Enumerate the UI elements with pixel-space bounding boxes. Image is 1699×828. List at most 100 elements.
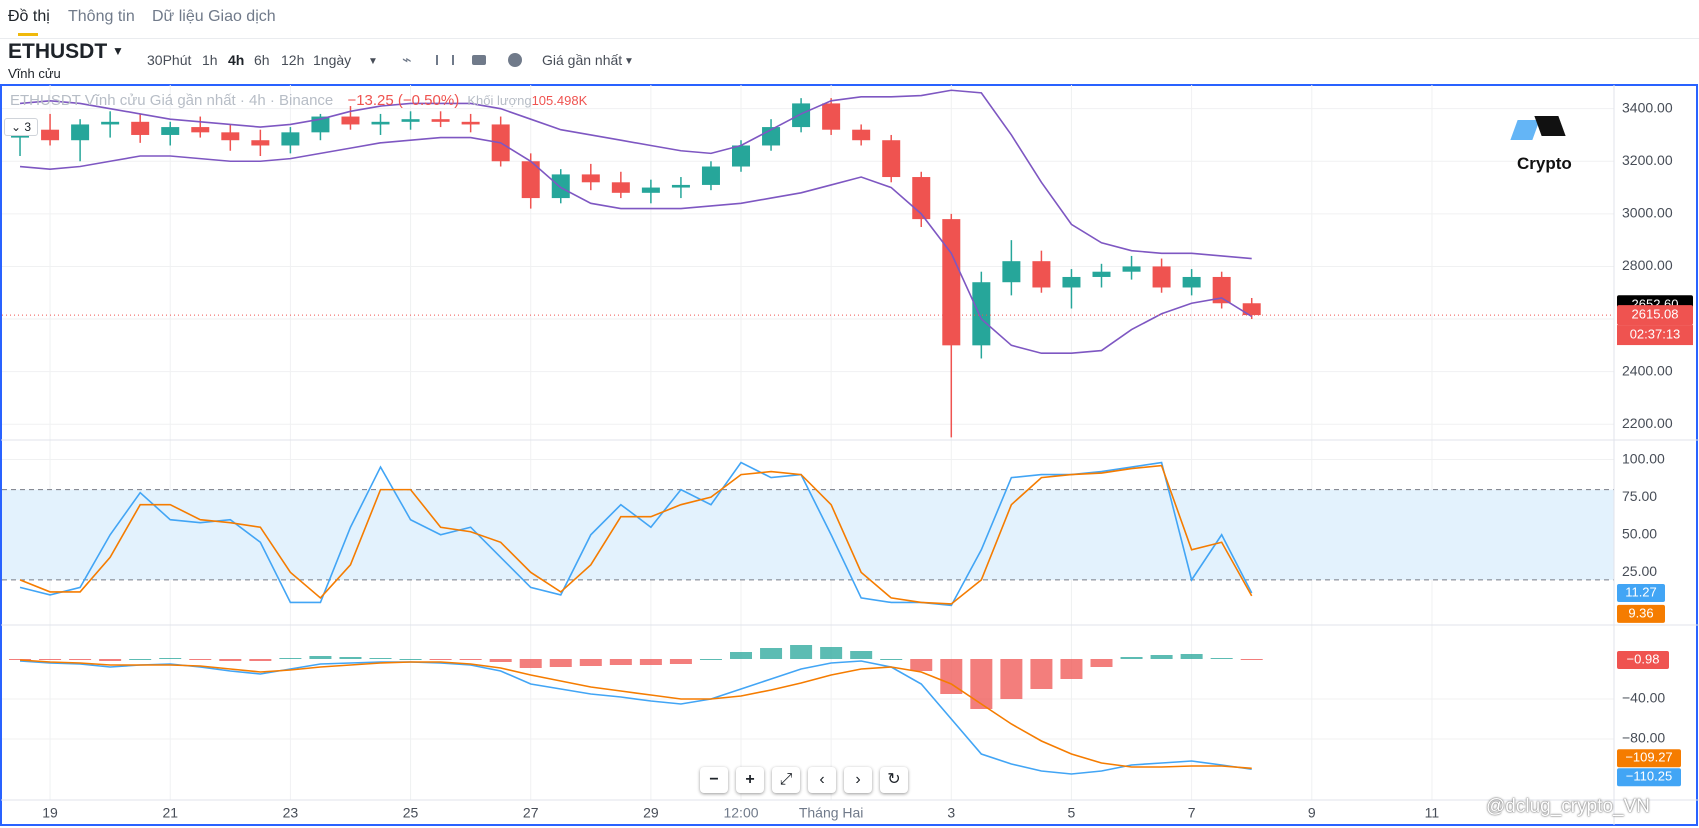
candle-body bbox=[912, 177, 931, 220]
histogram-bar bbox=[669, 659, 692, 664]
legend-change: −13.25 (−0.50%) bbox=[347, 92, 460, 109]
logo-icon bbox=[1510, 116, 1566, 146]
legend-volume: 105.498K bbox=[531, 93, 588, 108]
x-tick-label: 23 bbox=[283, 805, 299, 821]
x-tick-label: 27 bbox=[523, 805, 539, 821]
histogram-bar bbox=[1060, 659, 1083, 679]
histogram-bar bbox=[279, 658, 302, 659]
candle-body bbox=[1152, 266, 1171, 288]
candle-body bbox=[641, 187, 660, 193]
histogram-bar bbox=[1090, 659, 1113, 667]
histogram-bar bbox=[189, 659, 212, 660]
histogram-bar bbox=[760, 648, 783, 659]
candle-body bbox=[822, 103, 841, 130]
histogram-bar bbox=[1210, 658, 1233, 659]
histogram-bar bbox=[1030, 659, 1053, 689]
value-tag-label: 11.27 bbox=[1625, 584, 1657, 599]
y-tick-label: 3400.00 bbox=[1622, 99, 1673, 115]
price-type[interactable]: Giá gần nhất bbox=[542, 52, 623, 68]
interval[interactable]: 4h bbox=[228, 52, 245, 68]
divider bbox=[0, 38, 1699, 39]
band-fill bbox=[2, 489, 1614, 580]
candle-body bbox=[401, 119, 420, 122]
macd-line bbox=[19, 659, 1252, 770]
toolbar-icon[interactable]: ⌁ bbox=[402, 52, 412, 69]
zoom-out[interactable]: − bbox=[700, 767, 728, 793]
indicator-count: 3 bbox=[24, 120, 32, 134]
x-tick-label: 7 bbox=[1188, 805, 1196, 821]
histogram-bar bbox=[159, 658, 182, 659]
histogram-bar bbox=[549, 659, 572, 667]
lower-band bbox=[19, 136, 1253, 355]
zoom-in[interactable]: + bbox=[736, 767, 764, 793]
watermark: @dclug_crypto_VN bbox=[1486, 796, 1650, 817]
histogram-bar bbox=[249, 659, 272, 661]
candle-body bbox=[131, 121, 150, 135]
y-tick-label: 2800.00 bbox=[1622, 257, 1673, 273]
x-tick-label: 21 bbox=[162, 805, 178, 821]
histogram-bar bbox=[99, 659, 122, 661]
scroll-right[interactable]: › bbox=[844, 767, 872, 793]
interval[interactable]: 30Phút bbox=[147, 52, 192, 68]
mark-price-tag bbox=[1617, 305, 1693, 326]
candle-body bbox=[431, 119, 450, 122]
upper-band bbox=[19, 89, 1252, 260]
macd-line bbox=[19, 660, 1252, 775]
histogram-bar bbox=[339, 657, 362, 659]
candle-body bbox=[1092, 271, 1111, 277]
histogram-bar bbox=[880, 659, 903, 660]
tab[interactable]: Dữ liệu Giao dịch bbox=[152, 8, 276, 25]
toolbar-icon[interactable] bbox=[508, 53, 522, 67]
reset[interactable]: ↻ bbox=[880, 767, 908, 793]
scroll-left[interactable]: ‹ bbox=[808, 767, 836, 793]
candle-body bbox=[1002, 261, 1021, 283]
interval-dropdown[interactable]: ▼ bbox=[368, 56, 378, 67]
interval[interactable]: 12h bbox=[281, 52, 305, 68]
x-tick-label: 9 bbox=[1308, 805, 1316, 821]
price-type-dropdown[interactable]: ▼ bbox=[624, 56, 634, 67]
symbol-dropdown[interactable]: ▼ bbox=[112, 44, 124, 58]
interval[interactable]: 1ngày bbox=[313, 52, 352, 68]
value-tag-label: −110.25 bbox=[1626, 769, 1672, 784]
candle-body bbox=[942, 219, 961, 346]
interval[interactable]: 1h bbox=[202, 52, 218, 68]
y-tick-label: 25.00 bbox=[1622, 563, 1657, 579]
legend: ETHUSDT Vĩnh cửu Giá gần nhất · 4h · Bin… bbox=[10, 92, 587, 109]
tab-underline bbox=[18, 33, 38, 36]
y-tick-label: 2200.00 bbox=[1622, 415, 1673, 431]
y-tick-label: −40.00 bbox=[1622, 690, 1665, 706]
tab[interactable]: Thông tin bbox=[68, 8, 135, 25]
value-tag bbox=[1617, 584, 1665, 603]
toolbar-icon[interactable] bbox=[472, 55, 486, 65]
candle-body bbox=[581, 174, 600, 183]
candle-body bbox=[1032, 261, 1051, 288]
histogram-bar bbox=[429, 659, 452, 660]
logo-text: Crypto bbox=[1517, 154, 1572, 173]
histogram-bar bbox=[1240, 659, 1263, 660]
histogram-bar bbox=[730, 652, 753, 659]
value-tag bbox=[1617, 650, 1669, 669]
histogram-bar bbox=[219, 659, 242, 661]
toolbar-icon[interactable] bbox=[436, 55, 454, 65]
x-tick-label: 25 bbox=[403, 805, 419, 821]
histogram-bar bbox=[1000, 659, 1023, 699]
indicator-toggle[interactable]: ⌄ 3 bbox=[4, 118, 39, 136]
candle-body bbox=[852, 129, 871, 141]
tab[interactable]: Đồ thị bbox=[8, 8, 50, 25]
x-tick-label: 12:00 bbox=[723, 805, 758, 821]
interval[interactable]: 6h bbox=[254, 52, 270, 68]
symbol[interactable]: ETHUSDT bbox=[8, 40, 108, 63]
histogram-bar bbox=[1180, 654, 1203, 659]
candle-body bbox=[1182, 276, 1201, 288]
candle-body bbox=[521, 161, 540, 199]
fit[interactable]: ⤢ bbox=[772, 767, 800, 793]
candle-body bbox=[371, 121, 390, 125]
y-tick-label: 2400.00 bbox=[1622, 362, 1673, 378]
x-tick-label: 11 bbox=[1425, 805, 1440, 821]
countdown-bg bbox=[1617, 325, 1693, 346]
candle-body bbox=[191, 127, 210, 133]
countdown: 02:37:13 bbox=[1630, 327, 1681, 342]
stoch-line bbox=[19, 464, 1253, 605]
legend-title: ETHUSDT Vĩnh cửu Giá gần nhất · 4h · Bin… bbox=[10, 92, 334, 109]
